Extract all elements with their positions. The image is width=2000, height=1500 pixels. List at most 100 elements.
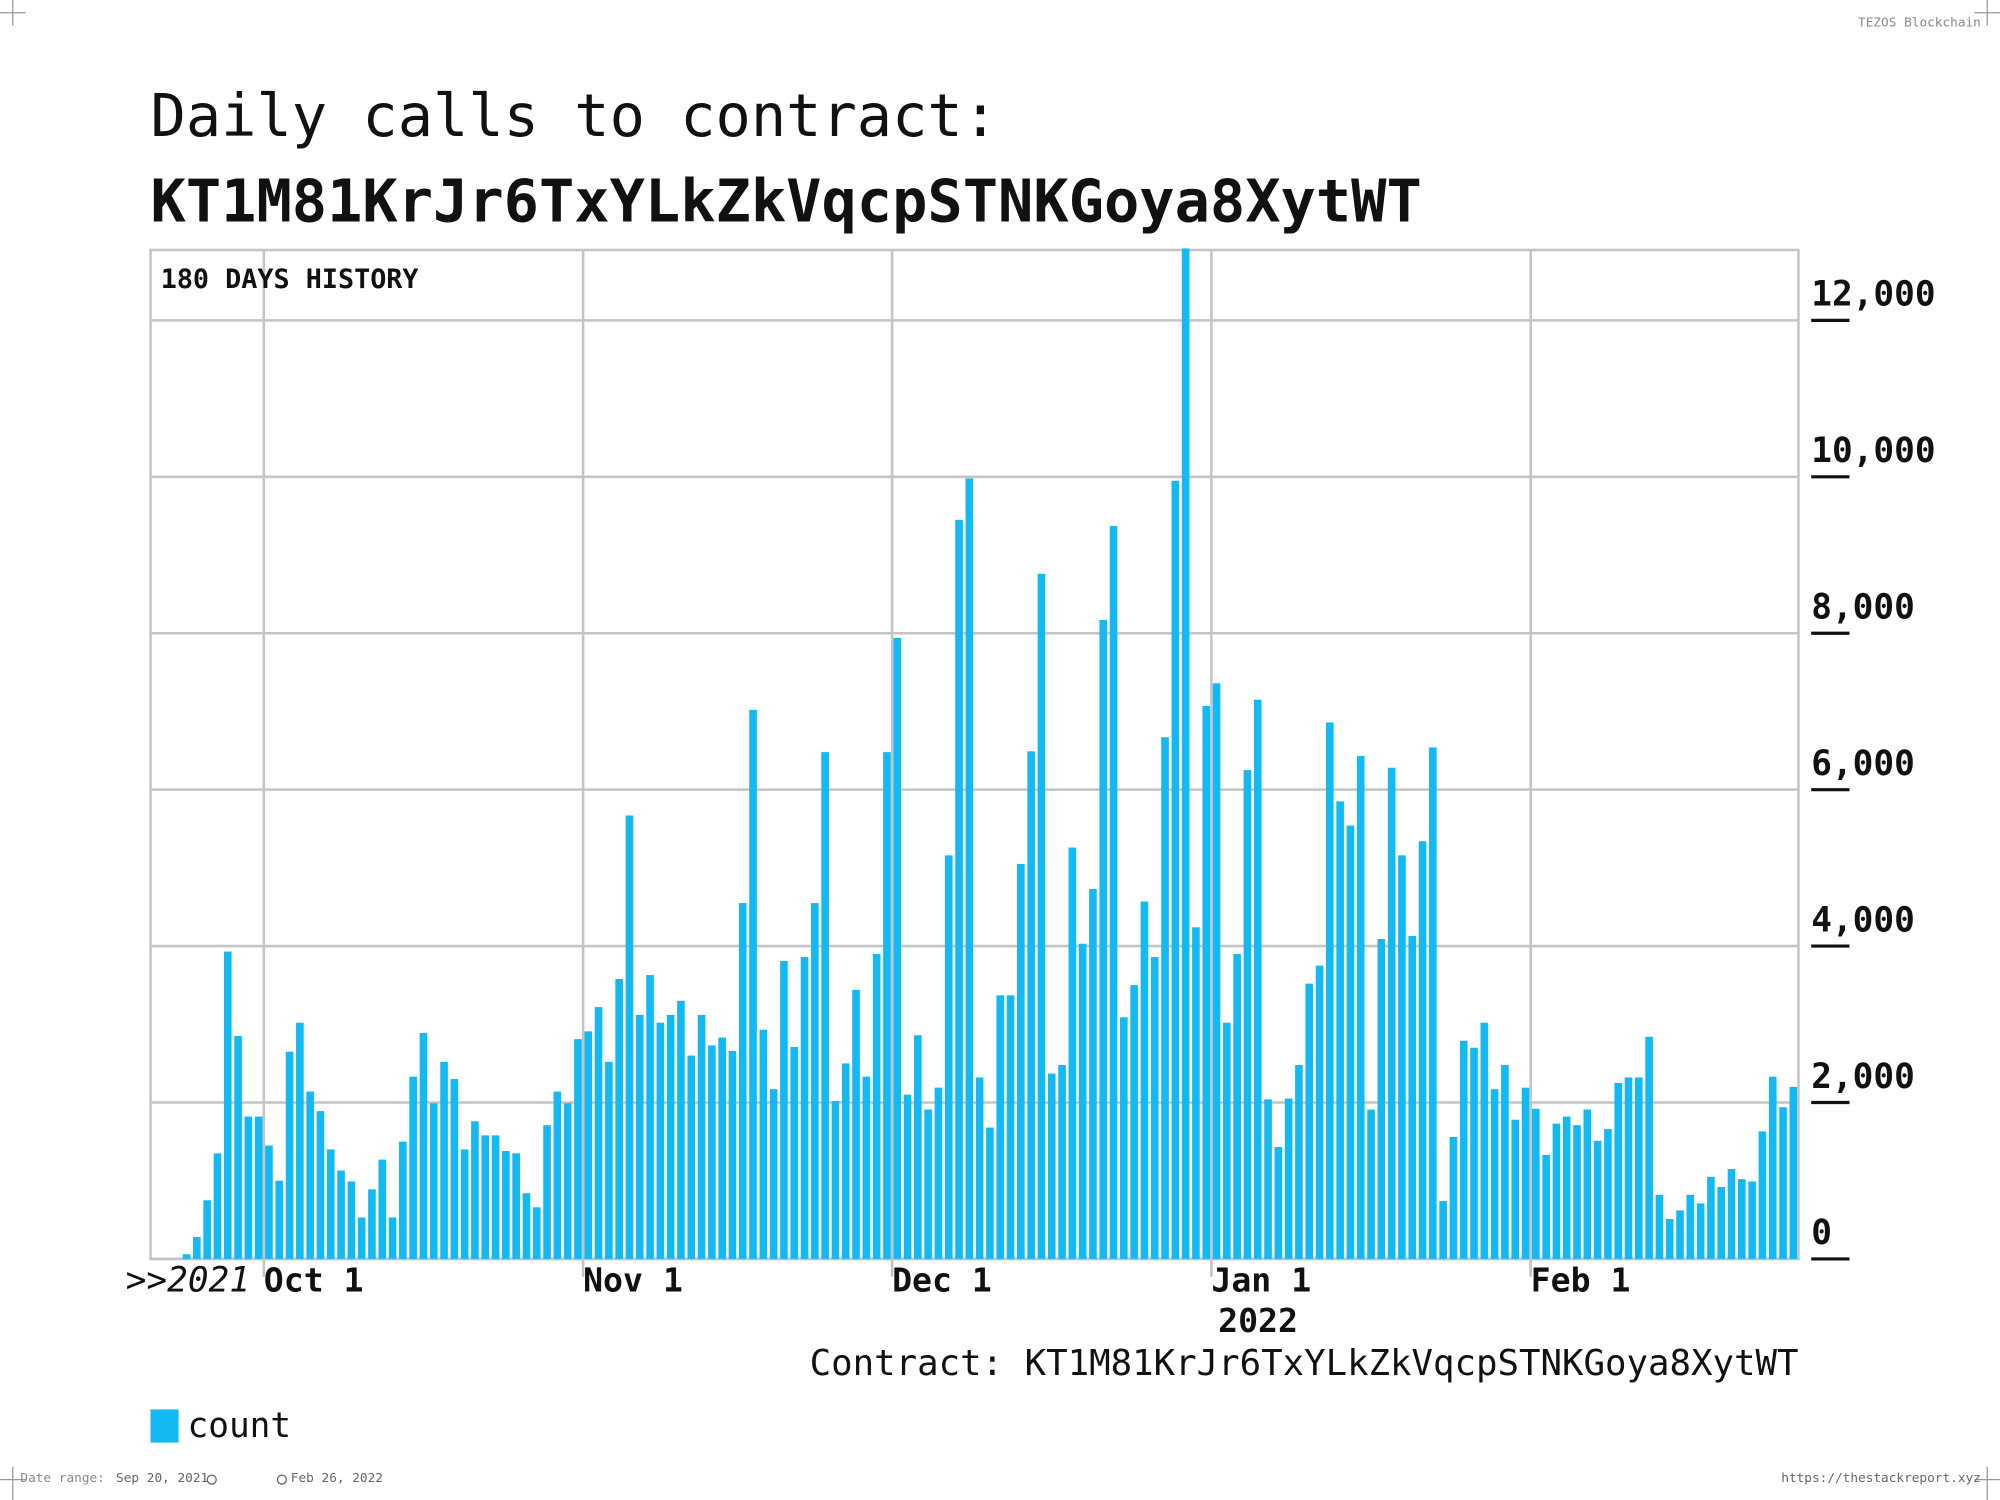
bar [1253, 699, 1262, 1259]
bar [831, 1100, 840, 1259]
bar [1696, 1203, 1705, 1259]
bar [800, 957, 809, 1259]
bar [1398, 855, 1406, 1259]
bar [1377, 939, 1386, 1259]
bar [502, 1150, 510, 1259]
bar [584, 1031, 593, 1259]
bar [296, 1022, 304, 1259]
bar [934, 1087, 943, 1259]
bar [1295, 1064, 1303, 1259]
y-tick-label: 0 [1811, 1213, 1832, 1253]
bar [532, 1207, 541, 1259]
bar [1284, 1098, 1293, 1259]
bar [1223, 1022, 1231, 1259]
bar [1758, 1131, 1767, 1259]
bar [1521, 1087, 1530, 1259]
legend-swatch [150, 1409, 179, 1443]
bar [1367, 1109, 1375, 1259]
bar [646, 975, 654, 1259]
bar [697, 1014, 706, 1259]
bar [1635, 1077, 1643, 1259]
bar [543, 1125, 551, 1259]
bar [265, 1145, 273, 1259]
bar [1449, 1136, 1458, 1259]
bar [1305, 983, 1314, 1259]
annotation: 180 DAYS HISTORY [161, 264, 420, 295]
grid [150, 250, 1799, 1277]
bar [522, 1193, 531, 1259]
bar [975, 1077, 984, 1259]
bar [1047, 1073, 1056, 1259]
bar [388, 1217, 397, 1259]
bar [1768, 1076, 1777, 1259]
y-tick-label: 2,000 [1811, 1057, 1915, 1097]
bar [1192, 927, 1200, 1259]
bar [357, 1217, 366, 1259]
bar [1315, 965, 1324, 1259]
chart-subtitle: KT1M81KrJr6TxYLkZkVqcpSTNKGoya8XytWT [151, 167, 1422, 235]
bar [471, 1121, 479, 1259]
bar [491, 1135, 500, 1259]
bar [234, 1036, 242, 1259]
bar [1470, 1047, 1478, 1259]
bar [1583, 1109, 1592, 1259]
bar [625, 815, 634, 1259]
bar [254, 1116, 263, 1259]
bar [615, 978, 623, 1259]
bar [1614, 1082, 1623, 1259]
bar [1356, 756, 1365, 1259]
bar [1624, 1077, 1633, 1259]
bar [1748, 1181, 1756, 1259]
bar [1171, 480, 1180, 1259]
bar [1202, 705, 1211, 1259]
bar [811, 903, 819, 1259]
bar [1130, 985, 1138, 1259]
bar [1738, 1179, 1746, 1259]
bar [1686, 1194, 1695, 1259]
bar [1665, 1219, 1674, 1259]
bar [862, 1076, 871, 1259]
bar [1789, 1086, 1798, 1259]
bar [399, 1141, 407, 1259]
bar [1501, 1064, 1509, 1259]
bar [1562, 1116, 1571, 1259]
plot-frame [149, 248, 1800, 1261]
bar [1552, 1123, 1561, 1259]
bar [1037, 573, 1046, 1259]
bar [749, 709, 757, 1259]
bar [512, 1153, 520, 1259]
bar [347, 1181, 356, 1259]
bar [1387, 767, 1396, 1259]
bar [223, 951, 232, 1259]
bar [955, 519, 963, 1259]
bar [635, 1014, 644, 1259]
bar [708, 1045, 716, 1259]
bar [1676, 1210, 1684, 1259]
bar [944, 855, 953, 1259]
footer-start: Sep 20, 2021 [116, 1471, 208, 1486]
bar [1068, 847, 1077, 1259]
bar [656, 1022, 665, 1259]
bar [1274, 1147, 1283, 1259]
y-tick-label: 8,000 [1811, 588, 1915, 628]
y-tick-label: 6,000 [1811, 744, 1915, 784]
bar [1717, 1186, 1726, 1259]
x-tick-label: Nov 1 [583, 1260, 683, 1299]
bar [893, 637, 902, 1259]
bar [1707, 1176, 1715, 1259]
bar [553, 1091, 562, 1259]
bar [574, 1039, 582, 1259]
bar [1078, 943, 1087, 1259]
bar [1542, 1154, 1550, 1259]
bar [841, 1063, 850, 1259]
footer-icon [276, 1474, 287, 1485]
x-year-label: 2022 [1218, 1301, 1298, 1340]
bar [914, 1035, 922, 1259]
bar [1779, 1107, 1787, 1259]
bar [1727, 1168, 1736, 1259]
bar [790, 1046, 799, 1259]
bar [409, 1076, 417, 1259]
